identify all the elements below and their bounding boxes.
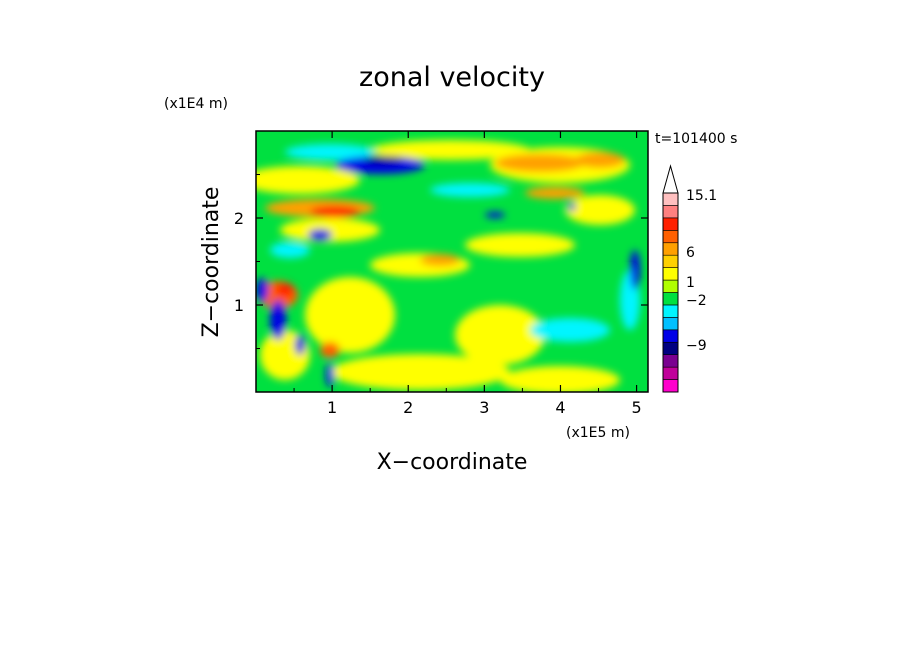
y-axis-label: Z−coordinate [199, 187, 224, 338]
y-tick-label: 2 [234, 209, 244, 228]
x-scale-label: (x1E5 m) [566, 425, 630, 441]
x-tick-label: 4 [555, 398, 565, 417]
chart-title: zonal velocity [359, 62, 545, 93]
colorbar-swatch [662, 379, 679, 393]
colorbar-level-label: 1 [686, 275, 695, 291]
x-tick-label: 2 [403, 398, 413, 417]
colorbar-swatch [662, 317, 679, 331]
colorbar-swatch [662, 329, 679, 343]
colorbar-swatch [662, 292, 679, 306]
colorbar-swatch [662, 304, 679, 318]
y-axis-ticks: 12 [234, 174, 648, 349]
colorbar-swatch [662, 205, 679, 219]
colorbar-frame [662, 192, 679, 393]
colorbar-swatch [662, 254, 679, 268]
colorbar-swatch [662, 217, 679, 231]
colorbar: 15.1 6 1 −2 −9 [662, 164, 717, 393]
x-tick-label: 1 [327, 398, 337, 417]
colorbar-extend-arrow [662, 164, 679, 194]
x-tick-label: 3 [479, 398, 489, 417]
colorbar-swatch [662, 279, 679, 293]
colorbar-swatch [662, 341, 679, 355]
time-label: t=101400 s [655, 131, 737, 147]
colorbar-swatch [662, 354, 679, 368]
x-axis-label: X−coordinate [377, 450, 528, 475]
x-tick-label: 5 [631, 398, 641, 417]
colorbar-swatch [662, 366, 679, 380]
colorbar-level-label: 6 [686, 245, 695, 261]
colorbar-swatch [662, 192, 679, 206]
colorbar-swatch [662, 230, 679, 244]
x-axis-ticks: 1 2 3 4 5 [293, 131, 642, 417]
colorbar-level-label: −2 [686, 293, 707, 309]
colorbar-swatch [662, 267, 679, 281]
colorbar-swatch [662, 242, 679, 256]
colorbar-level-label: −9 [686, 338, 707, 354]
y-scale-label: (x1E4 m) [164, 96, 228, 112]
y-tick-label: 1 [234, 296, 244, 315]
heatmap-field [256, 131, 648, 392]
colorbar-level-label: 15.1 [686, 188, 717, 204]
